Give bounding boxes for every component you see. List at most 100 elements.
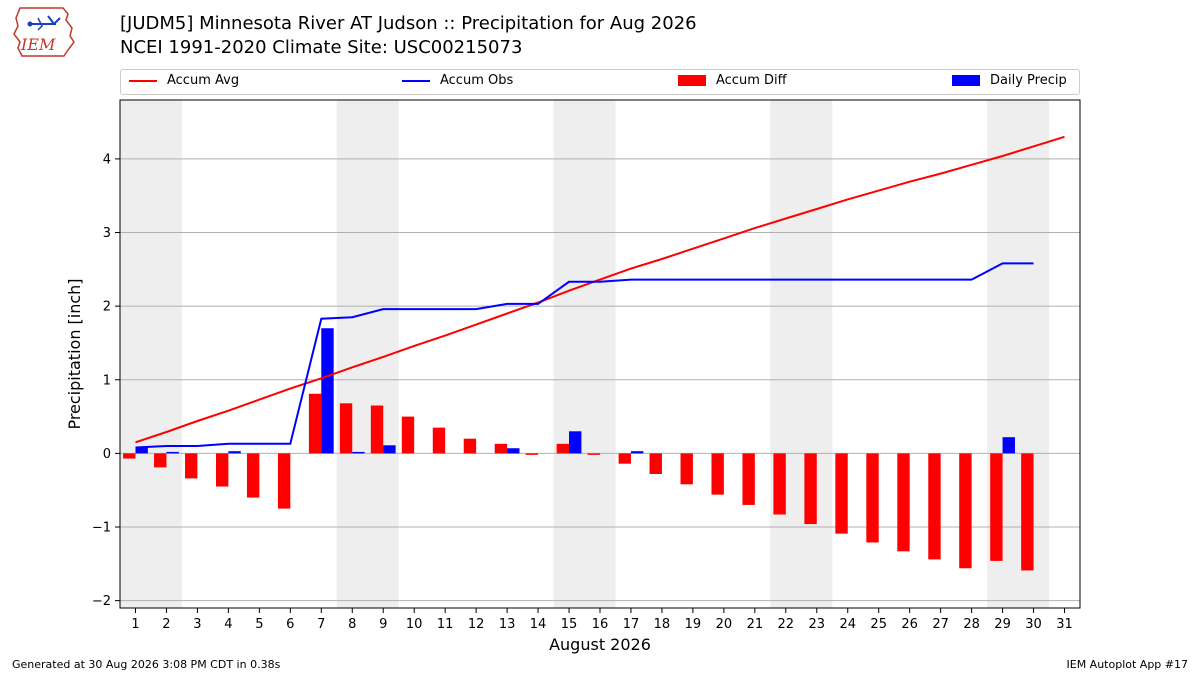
legend-item-accum-avg: Accum Avg: [129, 73, 239, 88]
accum-diff-bar: [556, 443, 570, 454]
x-axis-label: August 2026: [549, 635, 651, 654]
legend-swatch-daily-precip: [952, 75, 980, 86]
x-tick-label: 11: [437, 617, 454, 632]
legend-label-accum-obs: Accum Obs: [440, 73, 514, 88]
x-tick-label: 10: [406, 617, 423, 632]
iem-logo: IEM: [13, 7, 75, 57]
footer-app: IEM Autoplot App #17: [1066, 658, 1189, 671]
x-tick-label: 22: [778, 617, 795, 632]
accum-diff-bar: [618, 453, 631, 464]
y-tick-label: 1: [103, 373, 111, 388]
x-tick-label: 31: [1056, 617, 1073, 632]
footer-generated: Generated at 30 Aug 2026 3:08 PM CDT in …: [12, 658, 281, 671]
x-tick-label: 24: [839, 617, 856, 632]
x-tick-label: 5: [255, 617, 263, 632]
legend-item-daily-precip: Daily Precip: [952, 73, 1067, 88]
accum-diff-bar: [463, 438, 477, 454]
daily-precip-bar: [228, 451, 241, 454]
legend-item-accum-obs: Accum Obs: [402, 73, 513, 88]
legend-label-accum-avg: Accum Avg: [167, 73, 240, 88]
accum-diff-bar: [804, 453, 817, 525]
legend-label-accum-diff: Accum Diff: [716, 73, 787, 88]
x-tick-label: 7: [317, 617, 325, 632]
x-tick-label: 13: [499, 617, 516, 632]
daily-precip-bar: [383, 445, 396, 454]
accum-diff-bar: [216, 453, 229, 487]
x-tick-label: 19: [685, 617, 702, 632]
accum-diff-bar: [897, 453, 910, 552]
accum-diff-bar: [370, 405, 384, 454]
x-tick-label: 20: [716, 617, 733, 632]
x-tick-label: 16: [592, 617, 609, 632]
y-axis-label: Precipitation [inch]: [65, 278, 84, 429]
accum-avg-line: [135, 135, 1065, 444]
y-tick-label: 0: [103, 447, 111, 462]
legend-swatch-accum-obs: [402, 79, 430, 82]
accum-diff-bar: [123, 453, 136, 459]
x-tick-label: 15: [561, 617, 578, 632]
x-tick-label: 14: [530, 617, 547, 632]
y-tick-label: 4: [103, 152, 111, 167]
daily-precip-bar: [630, 451, 644, 454]
accum-diff-bar: [587, 453, 600, 455]
chart-subtitle: NCEI 1991-2020 Climate Site: USC00215073: [120, 37, 523, 58]
y-tick-label: 3: [103, 226, 111, 241]
x-tick-label: 17: [623, 617, 640, 632]
plot-frame: [119, 99, 1081, 609]
accum-diff-bar: [680, 453, 693, 485]
accum-diff-bar: [928, 453, 941, 560]
daily-precip-bar: [352, 451, 365, 454]
accum-diff-bar: [277, 453, 291, 509]
daily-precip-bar: [507, 448, 520, 454]
legend-label-daily-precip: Daily Precip: [990, 73, 1067, 88]
accum-diff-bar: [649, 453, 662, 475]
accum-diff-bar: [1021, 453, 1034, 571]
weekend-shade-1: [120, 100, 182, 608]
daily-precip-bar: [1002, 437, 1015, 454]
accum-diff-bar: [711, 453, 724, 495]
x-tick-label: 23: [809, 617, 826, 632]
accum-diff-bar: [866, 453, 879, 543]
daily-precip-bar: [569, 431, 582, 454]
x-tick-label: 30: [1025, 617, 1042, 632]
accum-obs-line: [135, 262, 1034, 449]
accum-diff-bar: [525, 453, 539, 455]
x-tick-label: 21: [747, 617, 764, 632]
accum-diff-bar: [990, 453, 1003, 561]
daily-precip-bar: [166, 451, 179, 454]
x-tick-label: 1: [131, 617, 139, 632]
accum-diff-bar: [773, 453, 786, 515]
x-tick-label: 12: [468, 617, 485, 632]
accum-diff-bar: [246, 453, 260, 498]
legend-item-accum-diff: Accum Diff: [678, 73, 787, 88]
x-tick-label: 18: [654, 617, 671, 632]
accum-diff-bar: [835, 453, 848, 534]
legend-swatch-accum-diff: [678, 75, 706, 86]
x-tick-label: 29: [994, 617, 1011, 632]
x-tick-label: 28: [963, 617, 980, 632]
accum-diff-bar: [959, 453, 972, 569]
x-tick-label: 9: [379, 617, 387, 632]
accum-diff-bar: [494, 443, 508, 454]
daily-precip-bar: [321, 328, 334, 454]
legend: Accum Avg Accum Obs Accum Diff Daily Pre…: [120, 69, 1080, 95]
weekend-shade-3: [553, 100, 616, 608]
chart-title: [JUDM5] Minnesota River AT Judson :: Pre…: [120, 13, 697, 34]
weekend-shade-4: [770, 100, 833, 608]
accum-diff-bar: [401, 416, 415, 454]
x-tick-label: 2: [162, 617, 170, 632]
accum-diff-bar: [742, 453, 755, 505]
x-tick-label: 4: [224, 617, 232, 632]
legend-swatch-accum-avg: [129, 79, 157, 82]
logo-text: IEM: [20, 35, 56, 54]
x-tick-label: 26: [901, 617, 918, 632]
accum-diff-bar: [154, 453, 167, 468]
y-tick-label: −2: [92, 594, 111, 609]
x-tick-label: 27: [932, 617, 949, 632]
accum-diff-bar: [339, 403, 353, 454]
x-tick-label: 25: [870, 617, 887, 632]
accum-diff-bar: [185, 453, 198, 479]
daily-precip-bar: [135, 447, 148, 454]
y-tick-label: 2: [103, 300, 111, 315]
